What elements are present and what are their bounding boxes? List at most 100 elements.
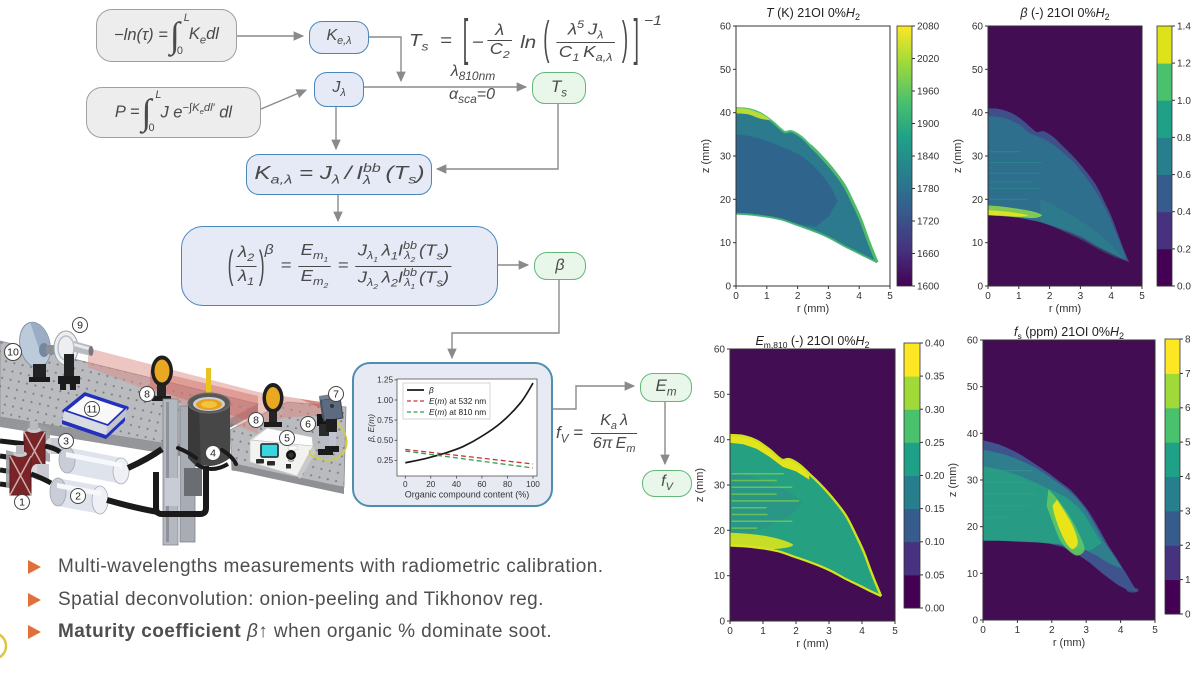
svg-text:1660: 1660 bbox=[917, 249, 940, 260]
svg-text:3: 3 bbox=[826, 291, 832, 302]
svg-text:8: 8 bbox=[1185, 335, 1191, 346]
svg-text:40: 40 bbox=[972, 108, 984, 119]
svg-text:8: 8 bbox=[253, 415, 259, 427]
svg-text:7: 7 bbox=[333, 389, 339, 401]
svg-text:0: 0 bbox=[985, 291, 991, 302]
svg-text:20: 20 bbox=[720, 195, 732, 206]
svg-text:z (mm): z (mm) bbox=[700, 139, 712, 173]
svg-text:r (mm): r (mm) bbox=[797, 303, 829, 315]
svg-text:30: 30 bbox=[967, 476, 979, 487]
svg-text:9: 9 bbox=[77, 320, 83, 332]
svg-text:fs (ppm) 21OI 0%H2: fs (ppm) 21OI 0%H2 bbox=[1014, 325, 1124, 341]
svg-text:2: 2 bbox=[75, 491, 81, 503]
svg-text:1.0: 1.0 bbox=[1177, 96, 1191, 107]
svg-text:40: 40 bbox=[714, 435, 726, 446]
svg-text:60: 60 bbox=[972, 22, 984, 33]
svg-text:8: 8 bbox=[144, 389, 150, 401]
svg-text:0: 0 bbox=[727, 626, 733, 637]
svg-text:5: 5 bbox=[1139, 291, 1145, 302]
svg-text:1.2: 1.2 bbox=[1177, 59, 1191, 70]
svg-text:E(m) at 532 nm: E(m) at 532 nm bbox=[429, 396, 486, 406]
svg-text:r (mm): r (mm) bbox=[796, 638, 828, 650]
svg-text:0.0: 0.0 bbox=[1177, 282, 1191, 293]
svg-text:1.25: 1.25 bbox=[377, 376, 393, 385]
svg-text:0.25: 0.25 bbox=[377, 456, 393, 465]
svg-text:30: 30 bbox=[720, 152, 732, 163]
svg-text:1780: 1780 bbox=[917, 184, 940, 195]
svg-text:10: 10 bbox=[972, 238, 984, 249]
svg-text:60: 60 bbox=[967, 336, 979, 347]
svg-text:3: 3 bbox=[826, 626, 832, 637]
svg-text:2020: 2020 bbox=[917, 54, 940, 65]
svg-text:1: 1 bbox=[1015, 625, 1021, 636]
svg-text:5: 5 bbox=[1152, 625, 1158, 636]
svg-text:0.35: 0.35 bbox=[925, 372, 945, 383]
svg-text:5: 5 bbox=[887, 291, 893, 302]
svg-text:1: 1 bbox=[1185, 575, 1191, 586]
svg-text:60: 60 bbox=[720, 22, 732, 33]
svg-text:30: 30 bbox=[714, 481, 726, 492]
svg-text:1: 1 bbox=[1016, 291, 1022, 302]
svg-text:1: 1 bbox=[19, 497, 25, 509]
svg-text:20: 20 bbox=[972, 195, 984, 206]
svg-text:3: 3 bbox=[1185, 506, 1191, 517]
svg-text:Em,810 (-) 21OI 0%H2: Em,810 (-) 21OI 0%H2 bbox=[755, 334, 869, 350]
svg-text:50: 50 bbox=[972, 65, 984, 76]
svg-text:0: 0 bbox=[977, 282, 983, 293]
svg-text:0.30: 0.30 bbox=[925, 405, 945, 416]
svg-text:2: 2 bbox=[1049, 625, 1055, 636]
svg-text:7: 7 bbox=[1185, 369, 1191, 380]
svg-text:1960: 1960 bbox=[917, 87, 940, 98]
svg-text:2080: 2080 bbox=[917, 22, 940, 33]
svg-text:11: 11 bbox=[87, 404, 98, 416]
svg-text:20: 20 bbox=[967, 522, 979, 533]
svg-text:40: 40 bbox=[720, 108, 732, 119]
svg-text:3: 3 bbox=[1083, 625, 1089, 636]
svg-text:60: 60 bbox=[714, 345, 726, 356]
svg-text:6: 6 bbox=[305, 419, 311, 431]
svg-text:6: 6 bbox=[1185, 403, 1191, 414]
svg-text:2: 2 bbox=[1047, 291, 1053, 302]
svg-text:0.6: 0.6 bbox=[1177, 170, 1191, 181]
svg-text:10: 10 bbox=[720, 238, 732, 249]
svg-text:0: 0 bbox=[403, 480, 408, 489]
svg-text:0: 0 bbox=[972, 616, 978, 627]
svg-text:Organic compound content (%): Organic compound content (%) bbox=[405, 490, 530, 500]
svg-text:0.4: 0.4 bbox=[1177, 207, 1191, 218]
svg-text:4: 4 bbox=[1118, 625, 1124, 636]
svg-text:3: 3 bbox=[63, 436, 69, 448]
svg-text:5: 5 bbox=[892, 626, 898, 637]
svg-text:10: 10 bbox=[714, 571, 726, 582]
svg-text:0: 0 bbox=[719, 617, 725, 628]
svg-text:z (mm): z (mm) bbox=[947, 463, 959, 497]
svg-text:E(m) at 810 nm: E(m) at 810 nm bbox=[429, 407, 486, 417]
svg-text:1.4: 1.4 bbox=[1177, 22, 1191, 33]
svg-text:40: 40 bbox=[452, 480, 462, 489]
svg-text:1.00: 1.00 bbox=[377, 396, 393, 405]
svg-text:2: 2 bbox=[795, 291, 801, 302]
svg-text:T (K) 21OI 0%H2: T (K) 21OI 0%H2 bbox=[766, 6, 860, 22]
svg-text:0.8: 0.8 bbox=[1177, 133, 1191, 144]
svg-text:β, E(m): β, E(m) bbox=[366, 414, 376, 443]
svg-text:5: 5 bbox=[1185, 438, 1191, 449]
svg-text:5: 5 bbox=[284, 433, 290, 445]
svg-text:1840: 1840 bbox=[917, 152, 940, 163]
svg-text:4: 4 bbox=[210, 448, 216, 460]
svg-text:1900: 1900 bbox=[917, 119, 940, 130]
svg-text:1600: 1600 bbox=[917, 282, 940, 293]
svg-text:0: 0 bbox=[733, 291, 739, 302]
svg-text:20: 20 bbox=[714, 526, 726, 537]
svg-text:0.10: 0.10 bbox=[925, 537, 945, 548]
svg-text:50: 50 bbox=[720, 65, 732, 76]
svg-text:4: 4 bbox=[1185, 472, 1191, 483]
svg-text:0.40: 0.40 bbox=[925, 339, 945, 350]
svg-text:1: 1 bbox=[764, 291, 770, 302]
svg-text:80: 80 bbox=[503, 480, 513, 489]
svg-text:0.2: 0.2 bbox=[1177, 244, 1191, 255]
svg-text:30: 30 bbox=[972, 152, 984, 163]
svg-text:10: 10 bbox=[967, 569, 979, 580]
svg-text:4: 4 bbox=[1108, 291, 1114, 302]
svg-text:10: 10 bbox=[7, 347, 19, 359]
svg-text:0.75: 0.75 bbox=[377, 416, 393, 425]
svg-text:20: 20 bbox=[426, 480, 436, 489]
